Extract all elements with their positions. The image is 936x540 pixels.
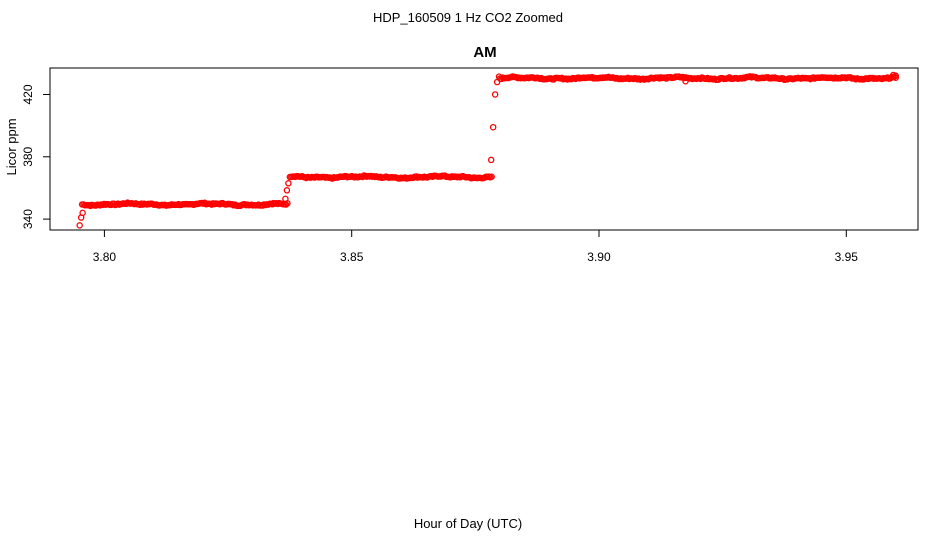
y-axis-label: Licor ppm [4,118,19,175]
data-point [682,77,689,85]
data-point [487,156,495,164]
x-axis: 3.80 3.85 3.90 3.95 [93,230,859,264]
data-point [491,91,499,98]
data-point [283,187,291,194]
figure-x-axis-label: Hour of Day (UTC) [414,516,522,531]
data-point [285,180,292,187]
x-tick-label: 3.90 [587,250,611,264]
x-tick-label: 3.80 [93,250,117,264]
data-point [76,222,83,229]
y-axis: 340 380 420 [21,84,50,229]
data-point [892,72,899,80]
data-point [488,173,495,181]
data-points [76,71,899,229]
y-tick-label: 340 [21,209,35,229]
data-point [489,123,497,131]
x-tick-label: 3.85 [340,250,364,264]
plot-frame [49,67,919,231]
data-point [495,73,503,80]
y-tick-label: 420 [21,84,35,104]
data-point [493,78,501,86]
x-tick-label: 3.95 [835,250,859,264]
y-tick-label: 380 [21,146,35,166]
data-point [282,195,289,203]
data-point [79,209,86,217]
plot-title: AM [473,44,496,61]
figure-title: HDP_160509 1 Hz CO2 Zoomed [373,10,563,25]
